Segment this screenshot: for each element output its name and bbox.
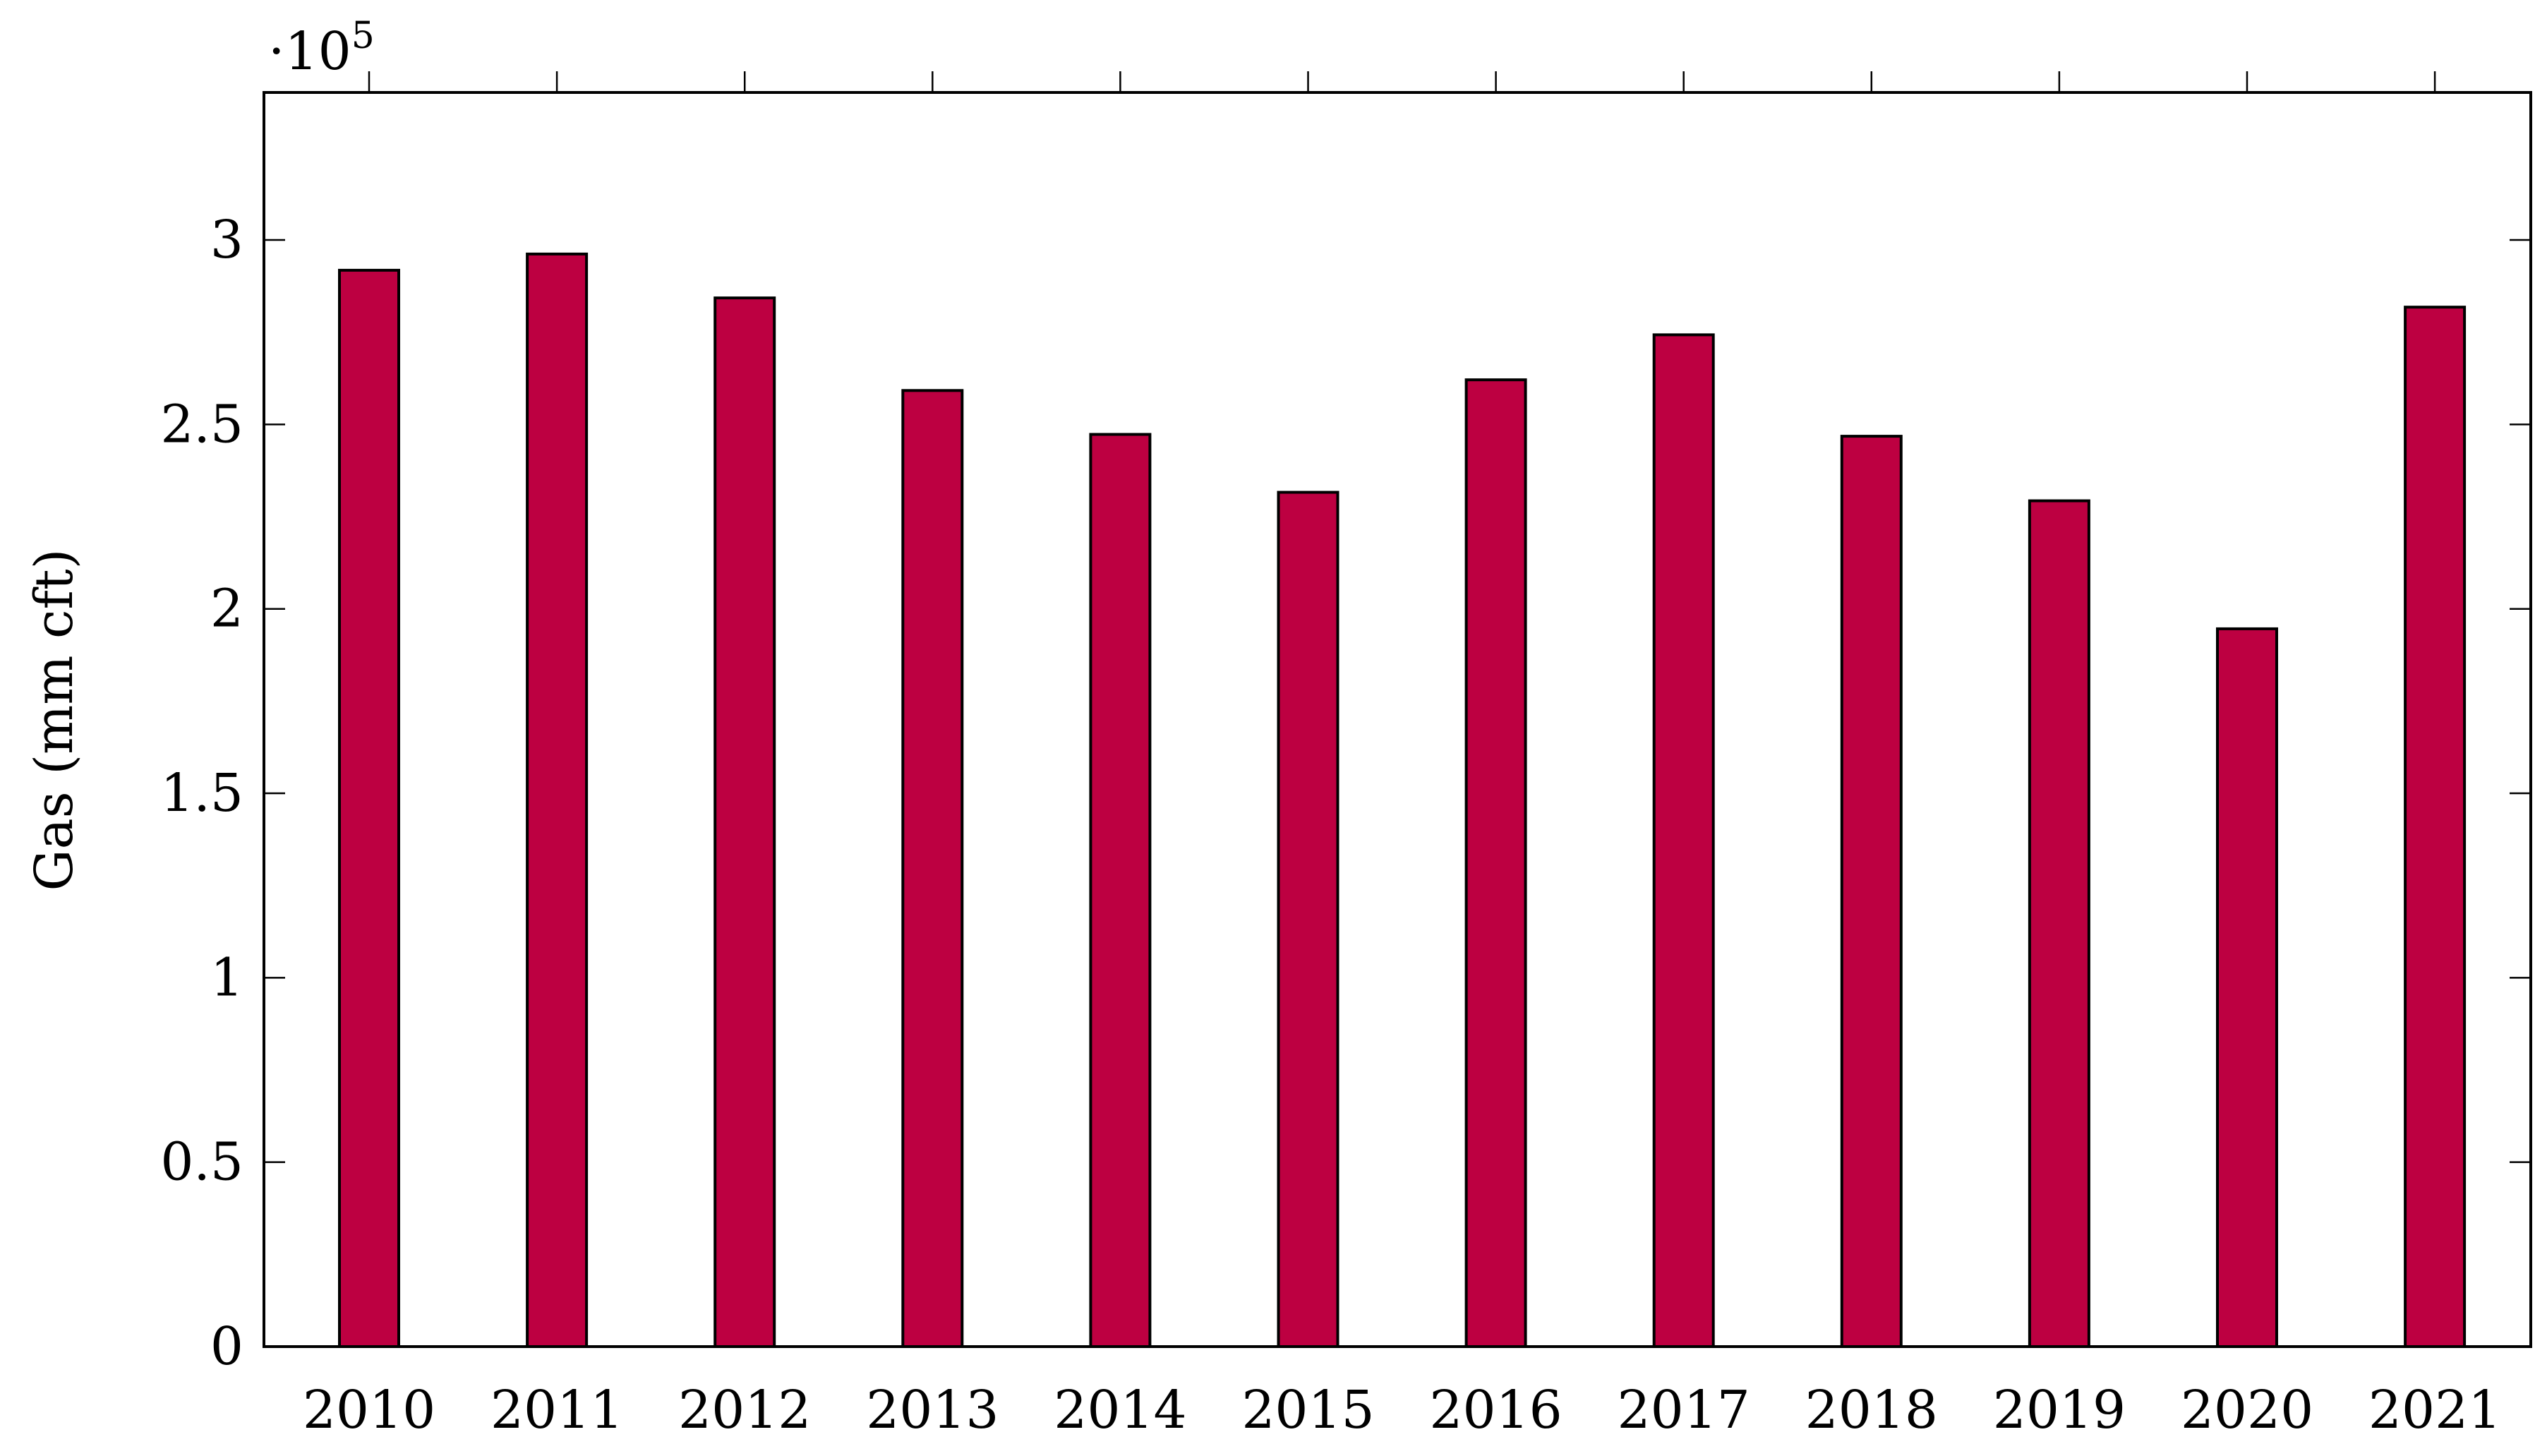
- y-tick-labels: 0 0.5 1 1.5 2 2.5 3: [160, 210, 243, 1377]
- x-tick-label: 2014: [1054, 1380, 1186, 1440]
- y-axis-title: Gas (mm cft): [24, 549, 85, 891]
- y-tick-label: 2: [210, 579, 243, 639]
- x-tick-label: 2018: [1805, 1380, 1938, 1440]
- y-tick-label: 3: [210, 210, 243, 270]
- y-axis-multiplier: ·105: [268, 15, 375, 82]
- x-tick-label: 2010: [303, 1380, 435, 1440]
- bar-2018: [1840, 435, 1903, 1348]
- y-tick-label: 2.5: [160, 394, 243, 455]
- bar-2010: [338, 268, 400, 1348]
- y-axis-multiplier-base: ·10: [268, 21, 351, 82]
- y-axis-multiplier-exponent: 5: [351, 15, 375, 57]
- x-tick-label: 2016: [1429, 1380, 1562, 1440]
- bar-2012: [713, 296, 776, 1349]
- x-tick-label: 2011: [490, 1380, 623, 1440]
- x-tick-labels: 2010 2011 2012 2013 2014 2015 2016 2017 2018 2019…: [303, 1380, 2501, 1440]
- x-tick-label: 2017: [1618, 1380, 1750, 1440]
- y-tick-label: 0: [210, 1316, 243, 1377]
- bar-2017: [1652, 333, 1715, 1348]
- bar-2014: [1089, 433, 1152, 1349]
- bar-2013: [901, 389, 964, 1348]
- y-tick-label: 1: [210, 947, 243, 1008]
- x-tick-label: 2021: [2368, 1380, 2501, 1440]
- x-tick-label: 2012: [678, 1380, 811, 1440]
- bar-2016: [1464, 378, 1527, 1348]
- bar-2011: [526, 252, 589, 1348]
- x-tick-label: 2015: [1241, 1380, 1374, 1440]
- bar-2020: [2216, 627, 2278, 1348]
- axis-ticks: [264, 71, 2531, 1348]
- y-tick-label: 0.5: [160, 1132, 243, 1193]
- bar-2021: [2404, 306, 2467, 1349]
- plot-frame: [263, 91, 2532, 1348]
- x-tick-label: 2019: [1993, 1380, 2126, 1440]
- bar-2019: [2028, 499, 2090, 1348]
- bar-2015: [1277, 491, 1339, 1348]
- x-tick-label: 2020: [2181, 1380, 2313, 1440]
- bars: [338, 252, 2467, 1349]
- x-tick-label: 2013: [866, 1380, 999, 1440]
- y-tick-label: 1.5: [160, 763, 243, 824]
